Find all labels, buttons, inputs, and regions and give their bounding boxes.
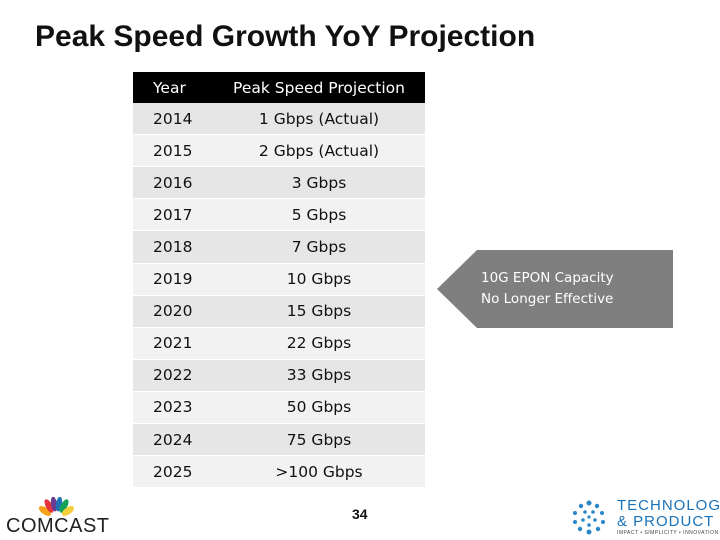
table-row: 2023 50 Gbps xyxy=(133,390,425,424)
callout-line-1: 10G EPON Capacity xyxy=(481,270,614,286)
header-year: Year xyxy=(133,72,213,104)
year-cell: 2023 xyxy=(133,390,213,424)
year-cell: 2014 xyxy=(133,103,213,135)
year-cell: 2020 xyxy=(133,294,213,328)
year-cell: 2016 xyxy=(133,166,213,199)
year-cell: 2018 xyxy=(133,230,213,264)
dot-circle-icon xyxy=(573,500,605,535)
callout-text: 10G EPON Capacity No Longer Effective xyxy=(481,268,666,310)
year-cell: 2017 xyxy=(133,198,213,231)
table-row: 2021 22 Gbps xyxy=(133,326,425,360)
speed-cell: 3 Gbps xyxy=(213,166,425,199)
technology-product-logo: TECHNOLOGY & PRODUCT IMPACT • SIMPLICITY… xyxy=(565,495,720,537)
slide-title: Peak Speed Growth YoY Projection xyxy=(35,20,536,53)
table-row: 2020 15 Gbps xyxy=(133,294,425,328)
page-number: 34 xyxy=(352,506,368,522)
peak-speed-table: Year Peak Speed Projection 2014 1 Gbps (A… xyxy=(133,72,425,488)
speed-cell: 7 Gbps xyxy=(213,230,425,264)
speed-cell: 15 Gbps xyxy=(213,294,425,328)
year-cell: 2015 xyxy=(133,134,213,167)
speed-cell: 5 Gbps xyxy=(213,198,425,231)
table-row: 2024 75 Gbps xyxy=(133,423,425,456)
speed-cell: 1 Gbps (Actual) xyxy=(213,103,425,135)
speed-cell: >100 Gbps xyxy=(213,455,425,488)
speed-cell: 22 Gbps xyxy=(213,326,425,360)
speed-cell: 10 Gbps xyxy=(213,262,425,296)
table-row: 2019 10 Gbps xyxy=(133,262,425,296)
table-row: 2018 7 Gbps xyxy=(133,230,425,264)
table-row: 2017 5 Gbps xyxy=(133,198,425,231)
speed-cell: 50 Gbps xyxy=(213,390,425,424)
tech-logo-tagline: IMPACT • SIMPLICITY • INNOVATION xyxy=(617,530,719,536)
table-row: 2014 1 Gbps (Actual) xyxy=(133,103,425,135)
table-row: 2015 2 Gbps (Actual) xyxy=(133,134,425,167)
year-cell: 2025 xyxy=(133,455,213,488)
table-header-row: Year Peak Speed Projection xyxy=(133,72,425,104)
speed-cell: 33 Gbps xyxy=(213,358,425,392)
table-row: 2022 33 Gbps xyxy=(133,358,425,392)
left-arrow-shape xyxy=(437,250,673,328)
nbc-peacock-icon xyxy=(38,497,75,516)
speed-cell: 2 Gbps (Actual) xyxy=(213,134,425,167)
year-cell: 2024 xyxy=(133,423,213,456)
table-row: 2025 >100 Gbps xyxy=(133,455,425,488)
year-cell: 2022 xyxy=(133,358,213,392)
year-cell: 2019 xyxy=(133,262,213,296)
capacity-callout: 10G EPON Capacity No Longer Effective xyxy=(437,250,673,328)
speed-cell: 75 Gbps xyxy=(213,423,425,456)
tech-logo-line-2: & PRODUCT xyxy=(617,513,715,530)
header-peak-speed: Peak Speed Projection xyxy=(213,72,425,104)
callout-line-2: No Longer Effective xyxy=(481,291,614,307)
table-body: 2014 1 Gbps (Actual) 2015 2 Gbps (Actual) 20… xyxy=(133,103,425,488)
tech-logo-line-1: TECHNOLOGY xyxy=(617,497,720,514)
comcast-wordmark: COMCAST xyxy=(6,515,110,537)
table-row: 2016 3 Gbps xyxy=(133,166,425,199)
comcast-logo: COMCAST xyxy=(6,497,116,537)
year-cell: 2021 xyxy=(133,326,213,360)
